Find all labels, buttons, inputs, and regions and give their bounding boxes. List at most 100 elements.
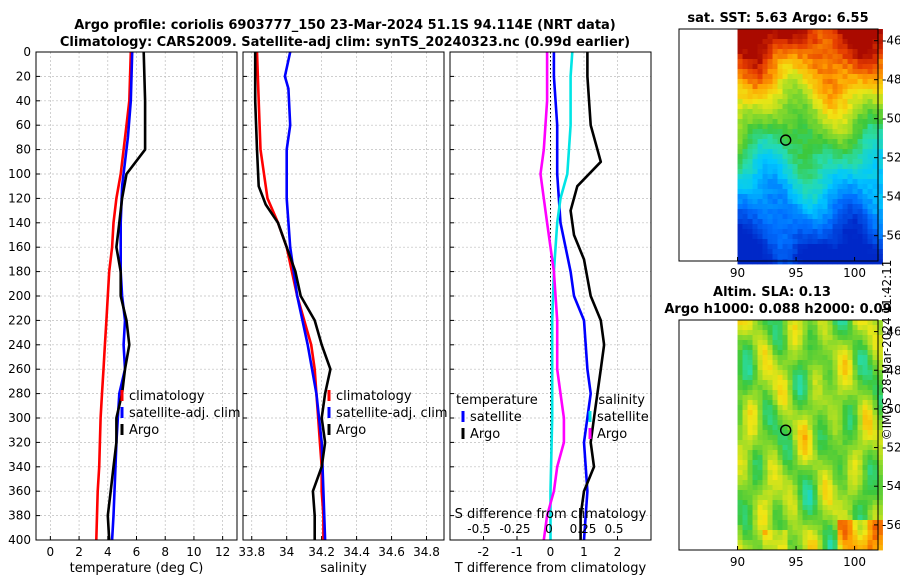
x-tick-label: 2: [75, 545, 83, 559]
map-pixel: [757, 500, 763, 506]
map-pixel: [832, 134, 838, 140]
map-pixel: [857, 355, 863, 361]
map-pixel: [807, 254, 813, 260]
map-pixel: [837, 400, 843, 406]
map-pixel: [817, 69, 823, 75]
map-pixel: [872, 219, 878, 225]
map-pixel: [772, 340, 778, 346]
map-pixel: [832, 79, 838, 85]
map-pixel: [792, 515, 798, 521]
map-pixel: [867, 64, 873, 70]
map-pixel: [837, 415, 843, 421]
map-pixel: [787, 249, 793, 255]
map-pixel: [802, 430, 808, 436]
map-pixel: [872, 385, 878, 391]
lat-tick-label: -52: [882, 151, 900, 165]
map-pixel: [762, 325, 768, 331]
map-pixel: [757, 520, 763, 526]
map-pixel: [797, 460, 803, 466]
map-pixel: [837, 515, 843, 521]
map-pixel: [792, 370, 798, 376]
map-pixel: [827, 450, 833, 456]
map-pixel: [847, 229, 853, 235]
map-pixel: [867, 355, 873, 361]
map-pixel: [762, 259, 768, 265]
map-pixel: [802, 64, 808, 70]
map-pixel: [742, 525, 748, 531]
map-pixel: [767, 475, 773, 481]
map-pixel: [757, 505, 763, 511]
map-pixel: [782, 495, 788, 501]
map-pixel: [797, 340, 803, 346]
map-pixel: [767, 495, 773, 501]
map-pixel: [807, 360, 813, 366]
map-pixel: [822, 184, 828, 190]
map-pixel: [797, 39, 803, 45]
map-pixel: [842, 154, 848, 160]
map-pixel: [847, 224, 853, 230]
map-pixel: [782, 415, 788, 421]
map-pixel: [772, 425, 778, 431]
map-pixel: [822, 400, 828, 406]
map-pixel: [832, 34, 838, 40]
map-pixel: [787, 229, 793, 235]
map-pixel: [767, 355, 773, 361]
map-pixel: [782, 380, 788, 386]
map-pixel: [822, 410, 828, 416]
map-pixel: [822, 64, 828, 70]
map-pixel: [837, 365, 843, 371]
map-pixel: [827, 204, 833, 210]
map-pixel: [802, 79, 808, 85]
map-pixel: [782, 94, 788, 100]
map-pixel: [872, 64, 878, 70]
map-pixel: [862, 525, 868, 531]
map-pixel: [792, 410, 798, 416]
map-pixel: [752, 515, 758, 521]
map-pixel: [822, 370, 828, 376]
map-pixel: [797, 64, 803, 70]
map-pixel: [742, 94, 748, 100]
map-pixel: [807, 84, 813, 90]
map-pixel: [867, 385, 873, 391]
map-pixel: [812, 184, 818, 190]
map-pixel: [847, 159, 853, 165]
map-pixel: [742, 450, 748, 456]
map-pixel: [857, 450, 863, 456]
map-pixel: [767, 440, 773, 446]
map-pixel: [782, 74, 788, 80]
map-pixel: [747, 199, 753, 205]
map-pixel: [832, 239, 838, 245]
map-pixel: [757, 199, 763, 205]
map-pixel: [782, 114, 788, 120]
map-pixel: [852, 415, 858, 421]
map-pixel: [787, 500, 793, 506]
map-pixel: [757, 380, 763, 386]
map-pixel: [742, 259, 748, 265]
map-pixel: [852, 365, 858, 371]
map-pixel: [777, 435, 783, 441]
map-pixel: [862, 445, 868, 451]
map-pixel: [877, 495, 883, 501]
map-pixel: [842, 505, 848, 511]
map-pixel: [837, 410, 843, 416]
map-pixel: [802, 465, 808, 471]
map-pixel: [737, 320, 743, 326]
map-pixel: [872, 520, 878, 526]
map-pixel: [777, 234, 783, 240]
map-pixel: [847, 179, 853, 185]
map-pixel: [877, 234, 883, 240]
map-pixel: [852, 405, 858, 411]
map-pixel: [797, 365, 803, 371]
map-pixel: [757, 400, 763, 406]
map-pixel: [877, 224, 883, 230]
map-pixel: [742, 84, 748, 90]
map-pixel: [767, 420, 773, 426]
map-pixel: [807, 410, 813, 416]
map-pixel: [807, 480, 813, 486]
map-nodata-area: [679, 29, 738, 261]
map-pixel: [827, 460, 833, 466]
map-pixel: [767, 395, 773, 401]
map-pixel: [797, 420, 803, 426]
map-pixel: [817, 219, 823, 225]
map-pixel: [742, 365, 748, 371]
